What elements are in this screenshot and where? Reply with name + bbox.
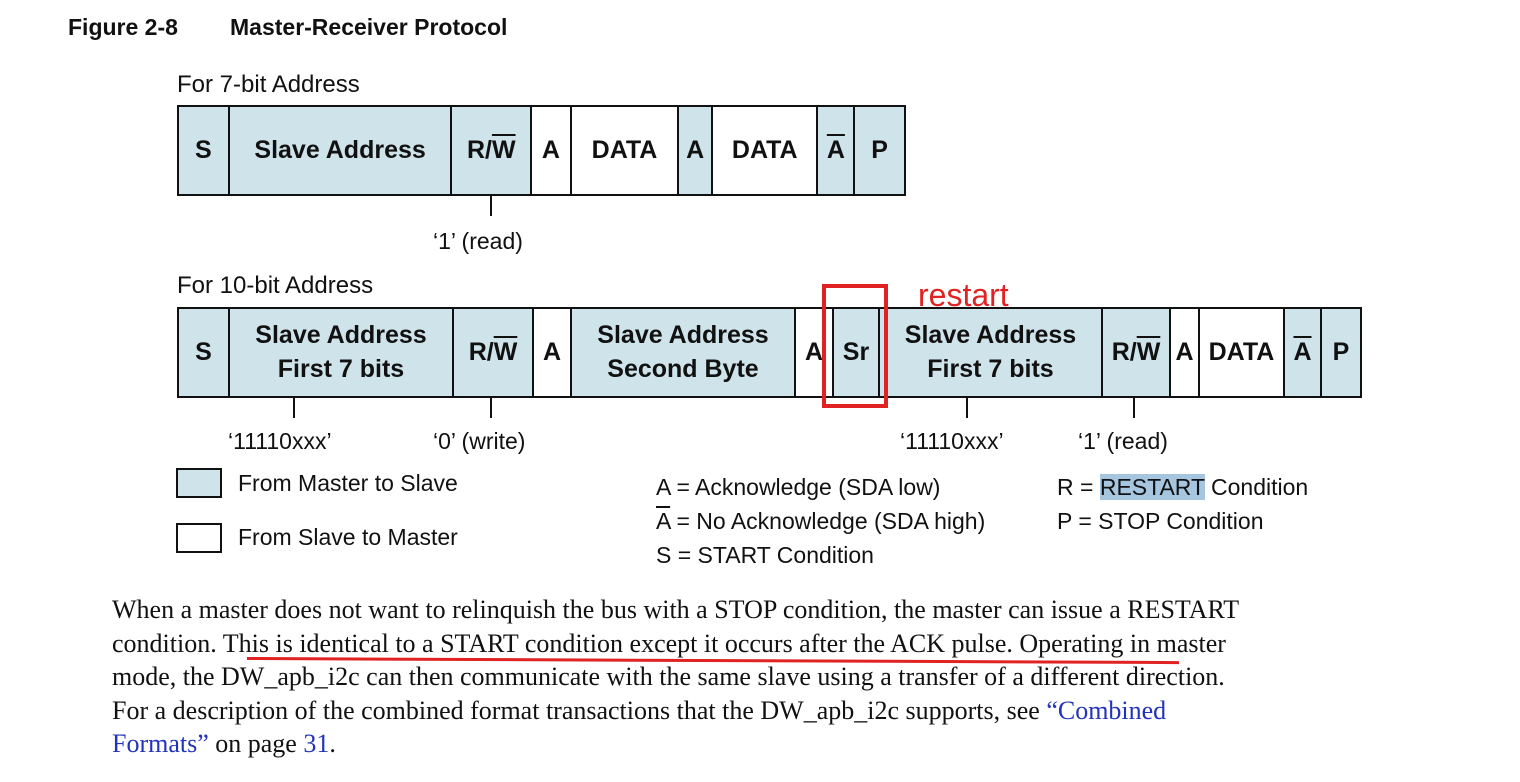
rw2-tick xyxy=(1133,398,1135,418)
paragraph-line: mode, the DW_apb_i2c can then communicat… xyxy=(112,662,1225,691)
addr1-note: ‘11110xxx’ xyxy=(228,428,332,454)
restart-cell: Sr xyxy=(834,309,880,396)
nack-cell: A xyxy=(818,107,856,194)
ten-bit-label: For 10-bit Address xyxy=(177,272,374,299)
paragraph-line: condition. This is identical to a START … xyxy=(112,628,1226,658)
paragraph-line: For a description of the combined format… xyxy=(112,695,1167,725)
paragraph-line: Formats” on page 31. xyxy=(112,729,336,758)
master-legend-label: From Master to Slave xyxy=(238,470,458,496)
restart-highlight-box xyxy=(822,284,888,408)
master-legend-swatch xyxy=(176,468,222,498)
start-cell: S xyxy=(179,107,230,194)
data-cell: DATA xyxy=(571,107,680,194)
ack-definition: A = Acknowledge (SDA low) xyxy=(656,474,941,500)
stop-cell: P xyxy=(855,107,904,194)
ack-cell: A xyxy=(534,309,572,396)
nack-cell: A xyxy=(1285,309,1322,396)
page-link[interactable]: 31 xyxy=(303,729,330,758)
ack-cell: A xyxy=(796,309,834,396)
stop-definition: P = STOP Condition xyxy=(1057,508,1264,534)
rw-tick xyxy=(490,196,492,216)
ten-bit-frame: S Slave Address First 7 bits R/W A Slave … xyxy=(177,307,1362,398)
rw-read-note: ‘1’ (read) xyxy=(1078,428,1168,454)
data-cell: DATA xyxy=(1200,309,1285,396)
rw-cell: R/W xyxy=(452,107,533,194)
seven-bit-label: For 7-bit Address xyxy=(177,71,360,98)
data-cell: DATA xyxy=(713,107,819,194)
addr3-tick xyxy=(966,398,968,418)
figure-caption: Master-Receiver Protocol xyxy=(230,14,508,40)
nack-definition: A = No Acknowledge (SDA high) xyxy=(656,508,986,534)
combined-formats-link[interactable]: “Combined xyxy=(1046,695,1167,725)
underlined-sentence: This is identical to a START condition e… xyxy=(222,628,1013,658)
addr1-tick xyxy=(293,398,295,418)
rw1-tick xyxy=(490,398,492,418)
paragraph-line: When a master does not want to relinquis… xyxy=(112,595,1240,624)
slave-legend-swatch xyxy=(176,523,222,553)
combined-formats-link[interactable]: Formats” xyxy=(112,729,209,758)
slave-address-second-cell: Slave Address Second Byte xyxy=(572,309,796,396)
addr3-note: ‘11110xxx’ xyxy=(900,428,1004,454)
start-cell: S xyxy=(179,309,230,396)
figure-number: Figure 2-8 xyxy=(68,14,178,40)
slave-address-cell: Slave Address xyxy=(229,107,453,194)
body-paragraph: When a master does not want to relinquis… xyxy=(112,593,1462,761)
start-definition: S = START Condition xyxy=(656,542,874,568)
slave-address-first-cell: Slave Address First 7 bits xyxy=(880,309,1103,396)
restart-annotation: restart xyxy=(918,277,1009,313)
ack-cell: A xyxy=(532,107,572,194)
seven-bit-frame: S Slave Address R/W A DATA A DATA A P xyxy=(177,105,906,196)
restart-definition: R = RESTART Condition xyxy=(1057,474,1309,500)
rw-cell: R/W xyxy=(454,309,534,396)
slave-legend-label: From Slave to Master xyxy=(238,524,458,550)
ack-cell: A xyxy=(1171,309,1200,396)
stop-cell: P xyxy=(1322,309,1360,396)
rw-write-note: ‘0’ (write) xyxy=(433,428,526,454)
rw-cell: R/W xyxy=(1103,309,1171,396)
rw-read-note: ‘1’ (read) xyxy=(433,228,523,254)
ack-cell: A xyxy=(679,107,714,194)
slave-address-first-cell: Slave Address First 7 bits xyxy=(230,309,454,396)
figure-title: Figure 2-8 Master-Receiver Protocol xyxy=(68,14,507,41)
